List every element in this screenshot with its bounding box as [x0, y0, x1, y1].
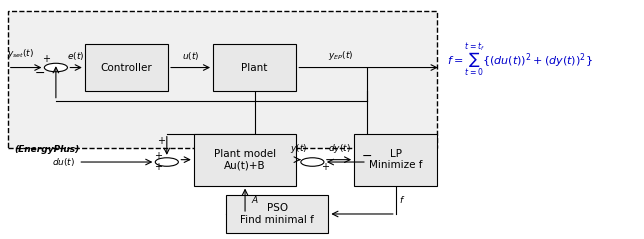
Circle shape	[44, 63, 68, 72]
FancyBboxPatch shape	[213, 44, 296, 91]
Text: +: +	[157, 136, 165, 146]
FancyBboxPatch shape	[194, 134, 296, 186]
FancyBboxPatch shape	[85, 44, 168, 91]
Text: +: +	[154, 151, 162, 161]
Text: +: +	[321, 163, 328, 173]
Text: $y(t)$: $y(t)$	[290, 142, 307, 155]
Circle shape	[155, 158, 178, 166]
Text: $e(t)$: $e(t)$	[67, 50, 84, 62]
Text: $u(t)$: $u(t)$	[182, 50, 199, 62]
Text: $dy(t)$: $dy(t)$	[328, 142, 350, 155]
Text: $f=\sum_{t=0}^{t=t_f}\{(du(t))^2+(dy(t))^2\}$: $f=\sum_{t=0}^{t=t_f}\{(du(t))^2+(dy(t))…	[447, 42, 593, 79]
FancyBboxPatch shape	[354, 134, 437, 186]
FancyBboxPatch shape	[226, 195, 328, 233]
Text: Controller: Controller	[100, 63, 152, 72]
FancyBboxPatch shape	[8, 11, 437, 148]
Text: $du(t)$: $du(t)$	[52, 156, 75, 168]
Text: LP
Minimize f: LP Minimize f	[369, 149, 422, 170]
Text: −: −	[35, 67, 45, 80]
Text: $A$: $A$	[251, 194, 260, 205]
Text: −: −	[362, 150, 372, 163]
Text: +: +	[43, 54, 50, 64]
Text: PSO
Find minimal f: PSO Find minimal f	[240, 203, 314, 225]
Text: Plant: Plant	[242, 63, 268, 72]
Text: $y_{EP}(t)$: $y_{EP}(t)$	[328, 49, 354, 62]
Text: $y_{set}(t)$: $y_{set}(t)$	[6, 47, 33, 60]
Circle shape	[301, 158, 324, 166]
Text: $f$: $f$	[399, 194, 405, 205]
Text: +: +	[154, 163, 162, 173]
Text: (EnergyPlus): (EnergyPlus)	[14, 146, 79, 154]
Text: Plant model
Au(t)+B: Plant model Au(t)+B	[214, 149, 276, 170]
